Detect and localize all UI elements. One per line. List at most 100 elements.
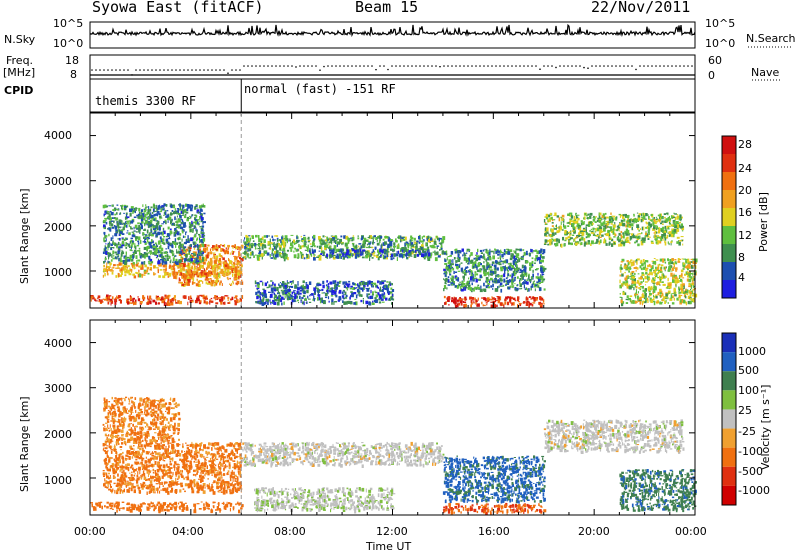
power-cbar-tick: 20: [738, 184, 752, 197]
date-title: 22/Nov/2011: [591, 0, 691, 16]
cpid-segment-1-label: themis 3300 RF: [95, 94, 197, 108]
xtick: 16:00: [478, 525, 510, 538]
freq-unit-label: [MHz]: [3, 66, 36, 79]
power-echo-region: [619, 258, 698, 307]
power-cbar-tick: 28: [738, 138, 752, 151]
power-ytick: 4000: [44, 129, 72, 142]
velocity-echo-region: [442, 455, 546, 504]
power-ytick: 1000: [44, 266, 72, 279]
nsky-tick-low: 10^0: [53, 37, 84, 50]
velocity-echo-region: [90, 501, 244, 514]
nsky-strip-frame: [89, 21, 696, 49]
nave-tick-low: 0: [708, 69, 715, 82]
station-title: Syowa East (fitACF): [92, 0, 264, 16]
velocity-echo-region: [619, 469, 697, 513]
velocity-cbar-cell: [722, 428, 736, 448]
power-echo-region: [305, 248, 431, 260]
power-cbar-label: Power [dB]: [757, 192, 770, 252]
velocity-cbar-cell: [722, 447, 736, 467]
power-cbar-frame: [721, 135, 737, 299]
xtick: 00:00: [675, 525, 707, 538]
power-echo-region: [254, 280, 395, 306]
velocity-cbar-frame: [721, 332, 737, 506]
power-panel: [89, 112, 698, 309]
power-cbar-tick: 12: [738, 229, 752, 242]
power-cbar-cell: [722, 172, 736, 190]
velocity-cbar-tick: -25: [738, 425, 756, 438]
power-ytick: 2000: [44, 221, 72, 234]
power-cbar-tick: 4: [738, 271, 745, 284]
velocity-cbar-cell: [722, 485, 736, 505]
velocity-echo-region: [102, 441, 243, 495]
power-echo-region: [102, 203, 206, 266]
velocity-echo-region: [254, 487, 396, 514]
power-cbar-cell: [722, 154, 736, 172]
velocity-echo-region: [241, 441, 445, 468]
nsearch-tick-high: 10^5: [705, 17, 736, 30]
velocity-cbar-cell: [722, 409, 736, 429]
power-cbar-cell: [722, 208, 736, 226]
nsky-trace: [89, 23, 696, 38]
freq-tick-high: 18: [65, 54, 79, 67]
power-cbar-cell: [722, 262, 736, 280]
nsky-label: N.Sky: [4, 33, 36, 46]
cpid-label: CPID: [4, 84, 34, 97]
power-cbar-cell: [722, 280, 736, 298]
nave-label: Nave: [751, 66, 780, 79]
power-echo-region: [90, 294, 244, 306]
xtick: 12:00: [376, 525, 408, 538]
top-strips: [89, 21, 792, 113]
power-echo-region: [543, 212, 685, 248]
power-cbar-tick: 8: [738, 251, 745, 264]
colorbars: [721, 135, 737, 506]
power-cbar-tick: 24: [738, 162, 752, 175]
nsearch-tick-low: 10^0: [705, 37, 736, 50]
xtick: 00:00: [74, 525, 106, 538]
power-echo-region: [443, 295, 545, 309]
velocity-cbar-tick: 500: [738, 364, 759, 377]
power-cbar-cell: [722, 226, 736, 244]
nsearch-label: N.Search: [746, 32, 796, 45]
nsky-tick-high: 10^5: [53, 17, 84, 30]
power-echo-region: [443, 248, 547, 293]
velocity-panel: [89, 319, 697, 516]
xtick: 04:00: [172, 525, 204, 538]
velocity-cbar-tick: -1000: [738, 484, 770, 497]
velocity-ytick: 3000: [44, 382, 72, 395]
xtick: 08:00: [274, 525, 306, 538]
power-cbar-cell: [722, 244, 736, 262]
velocity-echo-region: [102, 396, 181, 445]
velocity-cbar-cell: [722, 390, 736, 410]
velocity-cbar-tick: 25: [738, 404, 752, 417]
nave-trace: [91, 65, 693, 76]
xtick: 20:00: [578, 525, 610, 538]
freq-label: Freq.: [6, 54, 34, 67]
nave-tick-high: 60: [708, 54, 722, 67]
cpid-strip-frame: [89, 78, 696, 113]
velocity-echo-region: [543, 419, 685, 454]
velocity-cbar-tick: 1000: [738, 345, 766, 358]
velocity-ylabel: Slant Range [km]: [18, 396, 31, 492]
power-ylabel: Slant Range [km]: [18, 188, 31, 284]
velocity-cbar-label: Velocity [m s⁻¹]: [759, 384, 772, 470]
velocity-cbar-cell: [722, 352, 736, 372]
power-cbar-cell: [722, 190, 736, 208]
velocity-cbar-tick: -500: [738, 465, 763, 478]
xlabel: Time UT: [366, 540, 412, 553]
velocity-cbar-cell: [722, 466, 736, 486]
beam-title: Beam 15: [355, 0, 419, 16]
velocity-ytick: 2000: [44, 428, 72, 441]
cpid-segment-2-label: normal (fast) -151 RF: [244, 82, 396, 96]
power-cbar-cell: [722, 136, 736, 154]
velocity-cbar-cell: [722, 371, 736, 391]
power-ytick: 3000: [44, 175, 72, 188]
power-cbar-tick: 16: [738, 206, 752, 219]
velocity-ytick: 1000: [44, 474, 72, 487]
power-echo-region: [178, 243, 244, 287]
velocity-echo-region: [442, 502, 547, 516]
velocity-ytick: 4000: [44, 337, 72, 350]
velocity-cbar-cell: [722, 333, 736, 353]
velocity-cbar-tick: -100: [738, 445, 763, 458]
power-echo-region: [242, 234, 446, 262]
velocity-cbar-tick: 100: [738, 384, 759, 397]
